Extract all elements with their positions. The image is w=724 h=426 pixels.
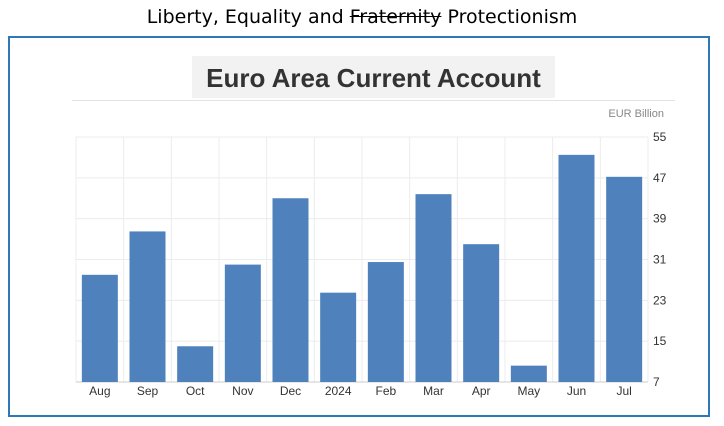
x-tick-label: Mar	[423, 384, 444, 398]
x-tick-label: Nov	[232, 384, 253, 398]
bar	[415, 194, 452, 382]
x-tick-label: Jul	[616, 384, 631, 398]
x-tick-label: Apr	[472, 384, 491, 398]
x-tick-label: Aug	[89, 384, 110, 398]
y-tick-label: 31	[653, 253, 667, 267]
bar	[320, 292, 357, 382]
y-tick-label: 47	[653, 171, 667, 185]
bar	[224, 264, 261, 382]
bar	[177, 346, 214, 382]
x-axis-labels: Aug Sep Oct Nov Dec 2024 Feb Mar Apr May Jun Jul	[89, 384, 632, 398]
x-tick-label: Feb	[375, 384, 396, 398]
chart-title-background	[192, 56, 555, 98]
chart-title: Euro Area Current Account	[206, 63, 541, 93]
y-tick-label: 15	[653, 334, 667, 348]
bars	[81, 154, 643, 382]
grid-lines	[75, 136, 649, 383]
bar	[510, 365, 547, 382]
x-tick-label: Jun	[567, 384, 586, 398]
bar	[558, 154, 595, 382]
x-tick-label: 2024	[325, 384, 352, 398]
y-tick-label: 23	[653, 293, 667, 307]
x-tick-label: Sep	[137, 384, 159, 398]
unit-label: EUR Billion	[608, 108, 664, 120]
title-suffix: Protectionism	[447, 6, 578, 28]
bar	[129, 231, 166, 382]
y-axis-labels: 7 15 23 31 39 47 55	[653, 130, 667, 389]
x-tick-label: Oct	[186, 384, 205, 398]
bar	[463, 244, 500, 382]
bar	[272, 198, 309, 382]
x-tick-label: May	[517, 384, 540, 398]
title-divider	[72, 100, 675, 101]
page-title: Liberty, Equality and Fraternity Protect…	[0, 6, 724, 28]
y-tick-label: 55	[653, 130, 667, 144]
x-tick-label: Dec	[280, 384, 301, 398]
y-tick-label: 39	[653, 212, 667, 226]
bar	[367, 262, 404, 382]
bar	[606, 176, 643, 382]
title-struck-word: Fraternity	[349, 6, 442, 28]
title-prefix: Liberty, Equality and	[146, 6, 344, 28]
bar	[81, 274, 118, 382]
y-tick-label: 7	[653, 375, 660, 389]
